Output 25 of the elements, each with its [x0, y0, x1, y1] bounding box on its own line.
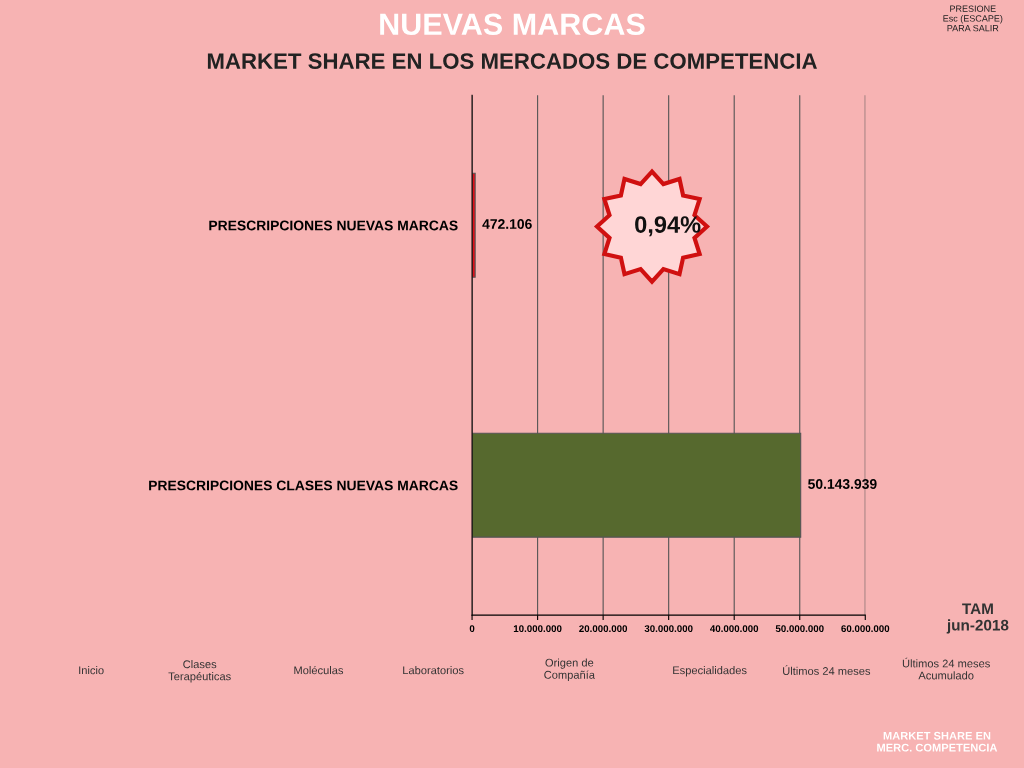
chart-title: NUEVAS MARCAS [380, 13, 645, 36]
chart-subtitle: MARKET SHARE EN LOS MERCADOS DE COMPETENCIA [207, 53, 817, 69]
y-tick-label: PRESCRIPCIONES CLASES NUEVAS MARCAS [149, 480, 458, 491]
text: TAM jun-2018 [946, 603, 1009, 634]
annotation: 0,94% [635, 216, 701, 237]
text: PRESIONE Esc (ESCAPE) PARA SALIR [943, 5, 1003, 32]
text: Origen de Compañía [544, 658, 595, 681]
text: Últimos 24 meses [783, 665, 871, 675]
text: MARKET SHARE EN MERC. COMPETENCIA [877, 731, 998, 752]
x-tick-label: 40.000.000 [710, 625, 759, 633]
text: Últimos 24 meses Acumulado [902, 657, 990, 680]
x-tick-label: 60.000.000 [841, 625, 890, 633]
text: Inicio [79, 666, 104, 675]
data-label: 50.143.939 [808, 479, 877, 489]
text: Laboratorios [403, 666, 464, 675]
text: Clases Terapéuticas [168, 659, 231, 683]
x-tick-label: 0 [469, 625, 475, 633]
x-tick-label: 10.000.000 [513, 625, 562, 633]
text: Moléculas [294, 665, 344, 675]
x-tick-label: 50.000.000 [775, 625, 824, 633]
x-tick-label: 20.000.000 [579, 625, 628, 633]
x-tick-label: 30.000.000 [644, 625, 693, 633]
text: Especialidades [673, 666, 747, 677]
data-label: 472.106 [482, 219, 532, 229]
y-tick-label: PRESCRIPCIONES NUEVAS MARCAS [209, 220, 458, 231]
